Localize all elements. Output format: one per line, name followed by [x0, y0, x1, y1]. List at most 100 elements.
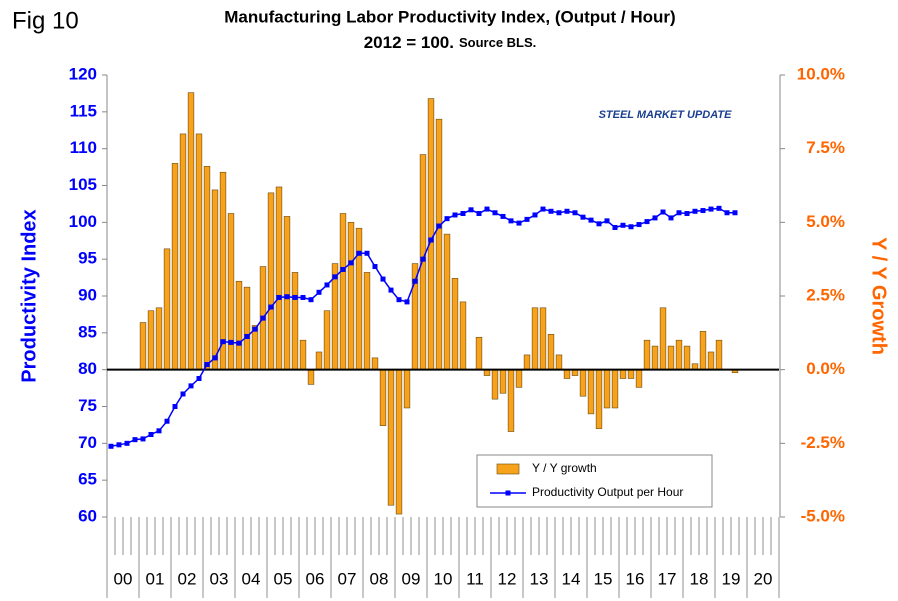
bar — [379, 369, 387, 426]
marker — [420, 256, 426, 262]
bar — [283, 216, 291, 370]
marker — [468, 207, 474, 213]
y-tick-label: 105 — [69, 175, 97, 194]
marker — [132, 437, 138, 443]
marker — [588, 217, 594, 223]
bar — [707, 351, 715, 370]
bar — [307, 369, 315, 385]
marker — [300, 294, 306, 300]
bar — [451, 278, 459, 370]
bar — [227, 213, 235, 370]
bar — [195, 133, 203, 370]
x-tick-label: 19 — [722, 569, 741, 588]
y-tick-label: 120 — [69, 64, 97, 83]
bar — [499, 369, 507, 394]
marker — [108, 443, 114, 449]
y2-tick-label: 10.0% — [797, 64, 845, 83]
marker — [572, 210, 578, 216]
marker — [388, 287, 394, 293]
bar — [395, 369, 403, 515]
legend-label: Productivity Output per Hour — [532, 485, 683, 499]
marker — [444, 216, 450, 222]
marker — [372, 264, 378, 270]
bar — [291, 272, 299, 370]
bar — [315, 351, 323, 370]
x-tick-label: 04 — [242, 569, 261, 588]
y-tick-label: 75 — [78, 396, 97, 415]
marker — [476, 210, 482, 216]
fig-label: Fig 10 — [12, 7, 79, 34]
bar — [323, 310, 331, 370]
bar — [387, 369, 395, 506]
chart-source: Source BLS. — [459, 35, 536, 50]
marker — [428, 237, 434, 243]
bar — [659, 307, 667, 370]
bar — [339, 213, 347, 370]
bar — [619, 369, 627, 379]
bar — [427, 98, 435, 370]
bar — [203, 166, 211, 370]
marker — [732, 210, 738, 216]
bar — [435, 118, 443, 370]
bar — [347, 222, 355, 370]
x-tick-label: 09 — [402, 569, 421, 588]
y-tick-label: 80 — [78, 359, 97, 378]
bar — [363, 272, 371, 370]
bar — [531, 307, 539, 370]
y-tick-label: 70 — [78, 433, 97, 452]
marker — [292, 294, 298, 300]
marker — [564, 208, 570, 214]
x-tick-label: 20 — [754, 569, 773, 588]
bar — [419, 154, 427, 370]
bar — [155, 307, 163, 370]
x-tick-label: 08 — [370, 569, 389, 588]
bar — [603, 369, 611, 409]
marker — [252, 326, 258, 332]
marker — [516, 220, 522, 226]
marker — [180, 391, 186, 397]
bar — [179, 133, 187, 370]
marker — [452, 212, 458, 218]
bar — [683, 345, 691, 370]
marker — [244, 334, 250, 340]
bar — [475, 336, 483, 370]
marker — [412, 278, 418, 284]
marker — [436, 223, 442, 229]
bar — [267, 192, 275, 370]
marker — [260, 315, 266, 321]
bar — [675, 339, 683, 370]
bar — [459, 301, 467, 370]
bar — [371, 357, 379, 370]
x-tick-label: 07 — [338, 569, 357, 588]
marker — [580, 214, 586, 220]
x-tick-label: 13 — [530, 569, 549, 588]
y-tick-label: 115 — [70, 101, 97, 120]
bar — [651, 345, 659, 370]
chart-title: Manufacturing Labor Productivity Index, … — [224, 7, 675, 26]
marker — [548, 208, 554, 214]
marker — [116, 442, 122, 448]
marker — [460, 210, 466, 216]
marker — [124, 440, 130, 446]
marker — [380, 276, 386, 282]
marker — [404, 299, 410, 305]
x-tick-label: 11 — [466, 569, 484, 588]
y-tick-label: 60 — [78, 506, 97, 525]
y2-tick-label: 5.0% — [806, 212, 845, 231]
marker — [324, 282, 330, 288]
bar — [251, 325, 259, 370]
marker — [620, 222, 626, 228]
bar — [515, 369, 523, 388]
x-tick-label: 05 — [274, 569, 293, 588]
y2-tick-label: -5.0% — [801, 506, 845, 525]
y2-tick-label: 2.5% — [806, 285, 845, 304]
x-tick-label: 14 — [562, 569, 581, 588]
y2-tick-label: 0.0% — [806, 359, 845, 378]
bar — [579, 369, 587, 397]
bar — [147, 310, 155, 370]
bar — [699, 331, 707, 370]
marker — [636, 222, 642, 228]
marker — [316, 289, 322, 295]
bar — [403, 369, 411, 409]
